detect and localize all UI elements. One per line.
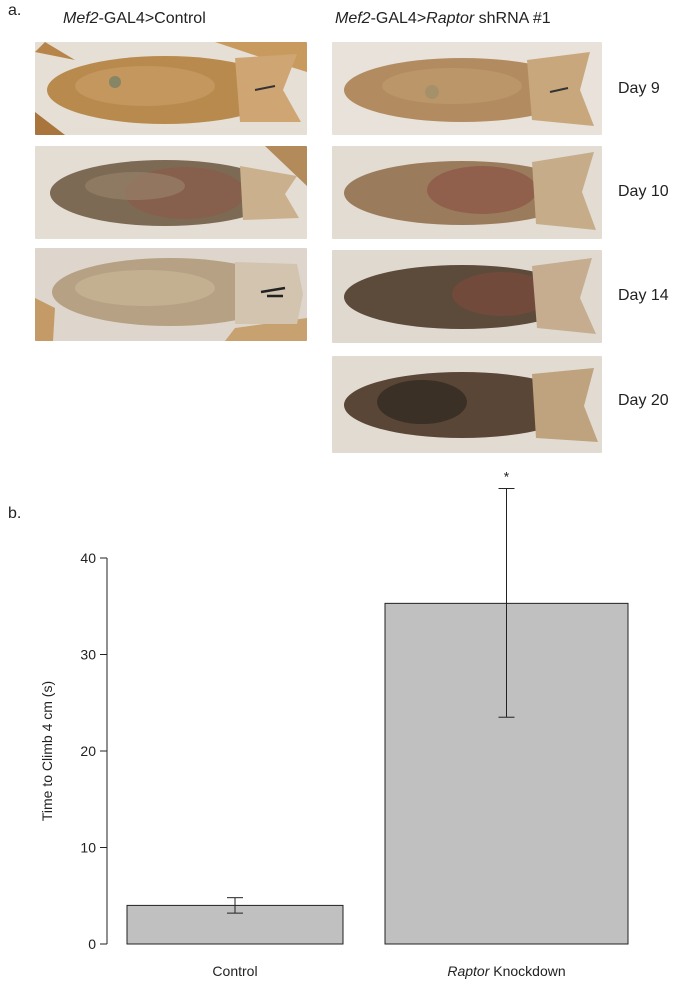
day-label-9: Day 9 xyxy=(618,80,660,97)
y-axis-label: Time to Climb 4 cm (s) xyxy=(39,681,55,821)
significance-marker: * xyxy=(504,469,510,485)
day-label-10: Day 10 xyxy=(618,183,669,200)
raptor-title-rest2: shRNA #1 xyxy=(474,10,551,27)
raptor-column-title: Mef2-GAL4>Raptor shRNA #1 xyxy=(335,10,551,28)
raptor-title-gene2: Raptor xyxy=(426,10,475,27)
raptor-pupa-photo-day-20 xyxy=(332,356,602,453)
climbing-bar-chart: 0 10 20 30 40 * Control Raptor Knockdown Time… xyxy=(39,469,629,979)
y-tick-label: 20 xyxy=(80,743,96,759)
day-label-20: Day 20 xyxy=(618,392,669,409)
bars-group: * xyxy=(126,469,629,945)
raptor-pupa-photo-day-10 xyxy=(332,146,602,239)
control-title-rest: -GAL4>Control xyxy=(98,10,206,27)
raptor-pupa-photo-day-14 xyxy=(332,250,602,343)
panel-a-letter: a. xyxy=(8,2,22,19)
raptor-pupa-photo-day-9 xyxy=(332,42,602,135)
day-label-14: Day 14 xyxy=(618,287,669,304)
y-axis: 0 10 20 30 40 xyxy=(80,550,108,952)
control-title-gene: Mef2 xyxy=(63,10,99,27)
raptor-title-gene1: Mef2 xyxy=(335,10,371,27)
y-tick-label: 30 xyxy=(80,647,96,663)
y-tick-label: 10 xyxy=(80,840,96,856)
raptor-title-rest1: -GAL4> xyxy=(370,10,427,27)
panel-b-letter: b. xyxy=(8,505,22,522)
control-column-title: Mef2-GAL4>Control xyxy=(63,10,206,28)
control-pupa-photo-day-14 xyxy=(35,248,307,341)
y-tick-label: 40 xyxy=(80,550,96,566)
x-category-label: Raptor Knockdown xyxy=(447,963,565,979)
x-labels-group: Control Raptor Knockdown xyxy=(212,963,565,979)
control-pupa-photo-day-10 xyxy=(35,146,307,239)
control-pupa-photo-day-9 xyxy=(35,42,307,135)
x-category-label: Control xyxy=(212,963,257,979)
y-tick-label: 0 xyxy=(88,936,96,952)
